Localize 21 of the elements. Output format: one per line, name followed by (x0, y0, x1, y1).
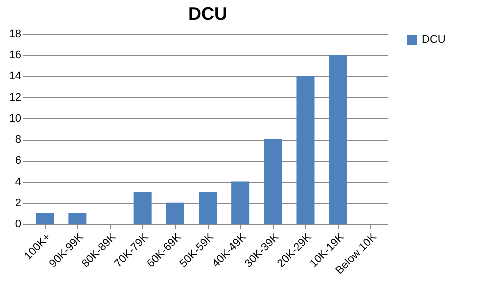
bar (68, 213, 87, 224)
bar (36, 213, 54, 224)
y-tick-label: 4 (15, 176, 22, 188)
y-tick-label: 12 (9, 92, 22, 104)
y-tick-label: 6 (15, 155, 22, 168)
bar (166, 202, 184, 224)
y-tick-label: 10 (9, 112, 22, 125)
y-tick-label: 18 (9, 28, 22, 40)
bar (232, 182, 250, 224)
bar (134, 192, 152, 224)
bar (329, 55, 348, 224)
bar (296, 76, 315, 224)
y-tick-label: 16 (9, 50, 22, 62)
y-tick-label: 14 (9, 70, 22, 83)
chart-title: DCU (188, 4, 228, 24)
y-tick-label: 8 (15, 134, 22, 146)
bar (199, 192, 217, 224)
y-tick-label: 2 (15, 197, 22, 210)
legend-label: DCU (422, 34, 446, 46)
bar (264, 140, 282, 224)
y-tick-label: 0 (15, 218, 22, 230)
